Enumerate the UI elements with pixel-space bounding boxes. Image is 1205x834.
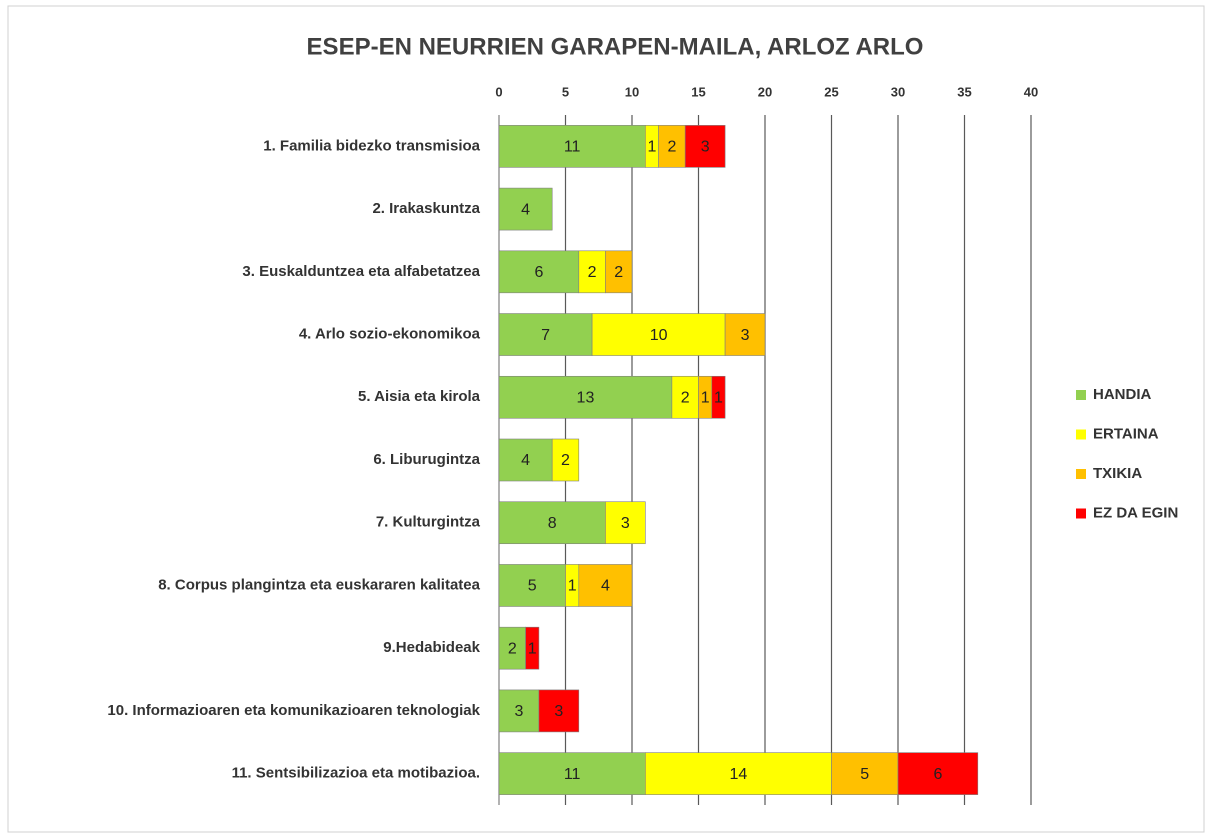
data-label: 2 — [561, 452, 570, 469]
data-label: 6 — [933, 766, 942, 783]
data-label: 1 — [568, 578, 577, 595]
legend-label: ERTAINA — [1093, 425, 1159, 442]
x-tick-label: 40 — [1024, 84, 1038, 99]
x-tick-label: 30 — [891, 84, 905, 99]
data-label: 4 — [521, 201, 530, 218]
category-label: 10. Informazioaren eta komunikazioaren t… — [107, 702, 480, 719]
x-tick-label: 10 — [625, 84, 639, 99]
category-label: 7. Kulturgintza — [376, 514, 481, 531]
category-label: 3. Euskalduntzea eta alfabetatzea — [242, 263, 480, 280]
data-label: 2 — [614, 264, 623, 281]
data-label: 14 — [730, 766, 748, 783]
x-tick-label: 0 — [495, 84, 502, 99]
bar-segment — [525, 626, 540, 670]
bar-segment — [711, 375, 726, 419]
x-tick-label: 15 — [691, 84, 705, 99]
category-label: 8. Corpus plangintza eta euskararen kali… — [158, 576, 480, 593]
legend-swatch — [1076, 429, 1086, 440]
data-label: 2 — [681, 389, 690, 406]
bar-segment — [591, 313, 726, 356]
data-label: 4 — [601, 578, 610, 595]
bar-segment — [551, 438, 580, 482]
data-label: 11 — [564, 139, 581, 156]
legend-label: TXIKIA — [1093, 465, 1142, 482]
data-label: 3 — [621, 515, 630, 532]
data-label: 5 — [860, 766, 869, 783]
bar-segment — [605, 501, 646, 545]
x-tick-label: 35 — [957, 84, 971, 99]
category-label: 5. Aisia eta kirola — [358, 388, 481, 405]
data-label: 11 — [564, 766, 581, 783]
x-tick-label: 25 — [824, 84, 838, 99]
category-label: 6. Liburugintza — [373, 451, 480, 468]
data-label: 3 — [514, 703, 523, 720]
legend-label: HANDIA — [1093, 386, 1151, 403]
legend-swatch — [1076, 469, 1086, 479]
bar-segment — [578, 564, 633, 607]
bar-segment — [498, 438, 553, 482]
data-label: 13 — [577, 389, 595, 406]
bar-segment — [498, 626, 526, 670]
bar-segment — [498, 125, 646, 168]
bar-segment — [658, 125, 686, 168]
bar-segment — [498, 375, 673, 419]
bar-segment — [538, 689, 580, 733]
data-label: 3 — [741, 327, 750, 344]
data-label: 6 — [534, 264, 543, 281]
x-tick-label: 20 — [758, 84, 772, 99]
bar-segment — [605, 250, 633, 294]
category-label: 1. Familia bidezko transmisioa — [263, 137, 480, 154]
category-label: 9.Hedabideak — [383, 639, 480, 656]
legend-label: EZ DA EGIN — [1093, 504, 1178, 521]
data-label: 2 — [508, 640, 517, 657]
data-label: 8 — [548, 515, 557, 532]
data-label: 2 — [667, 139, 676, 156]
legend-swatch — [1076, 390, 1086, 400]
bar-segment — [578, 250, 606, 294]
legend-swatch — [1076, 508, 1086, 519]
data-label: 1 — [701, 389, 710, 406]
bar-segment — [724, 313, 766, 356]
category-label: 11. Sentsibilizazioa eta motibazioa. — [232, 765, 480, 782]
bar-segment — [684, 125, 726, 168]
chart-title: ESEP-EN NEURRIEN GARAPEN-MAILA, ARLOZ AR… — [307, 33, 924, 60]
bar-segment — [498, 564, 566, 607]
data-label: 10 — [650, 327, 668, 344]
data-label: 1 — [647, 139, 656, 156]
bar-segment — [671, 375, 699, 419]
x-tick-label: 5 — [562, 84, 569, 99]
data-label: 4 — [521, 452, 530, 469]
bar-segment — [644, 752, 832, 795]
bar-segment — [498, 250, 580, 294]
category-label: 4. Arlo sozio-ekonomikoa — [299, 326, 481, 343]
data-label: 2 — [588, 264, 597, 281]
bar-segment — [498, 689, 540, 733]
data-label: 3 — [701, 139, 710, 156]
bar-segment — [897, 752, 979, 795]
bar-segment — [498, 501, 606, 545]
data-label: 1 — [528, 640, 537, 657]
data-label: 5 — [528, 578, 537, 595]
bar-segment — [498, 752, 646, 795]
data-label: 7 — [541, 327, 550, 344]
data-label: 1 — [714, 389, 723, 406]
bar-segment — [498, 187, 553, 231]
bar-segment — [498, 313, 593, 356]
data-label: 3 — [554, 703, 563, 720]
category-label: 2. Irakaskuntza — [372, 200, 480, 217]
